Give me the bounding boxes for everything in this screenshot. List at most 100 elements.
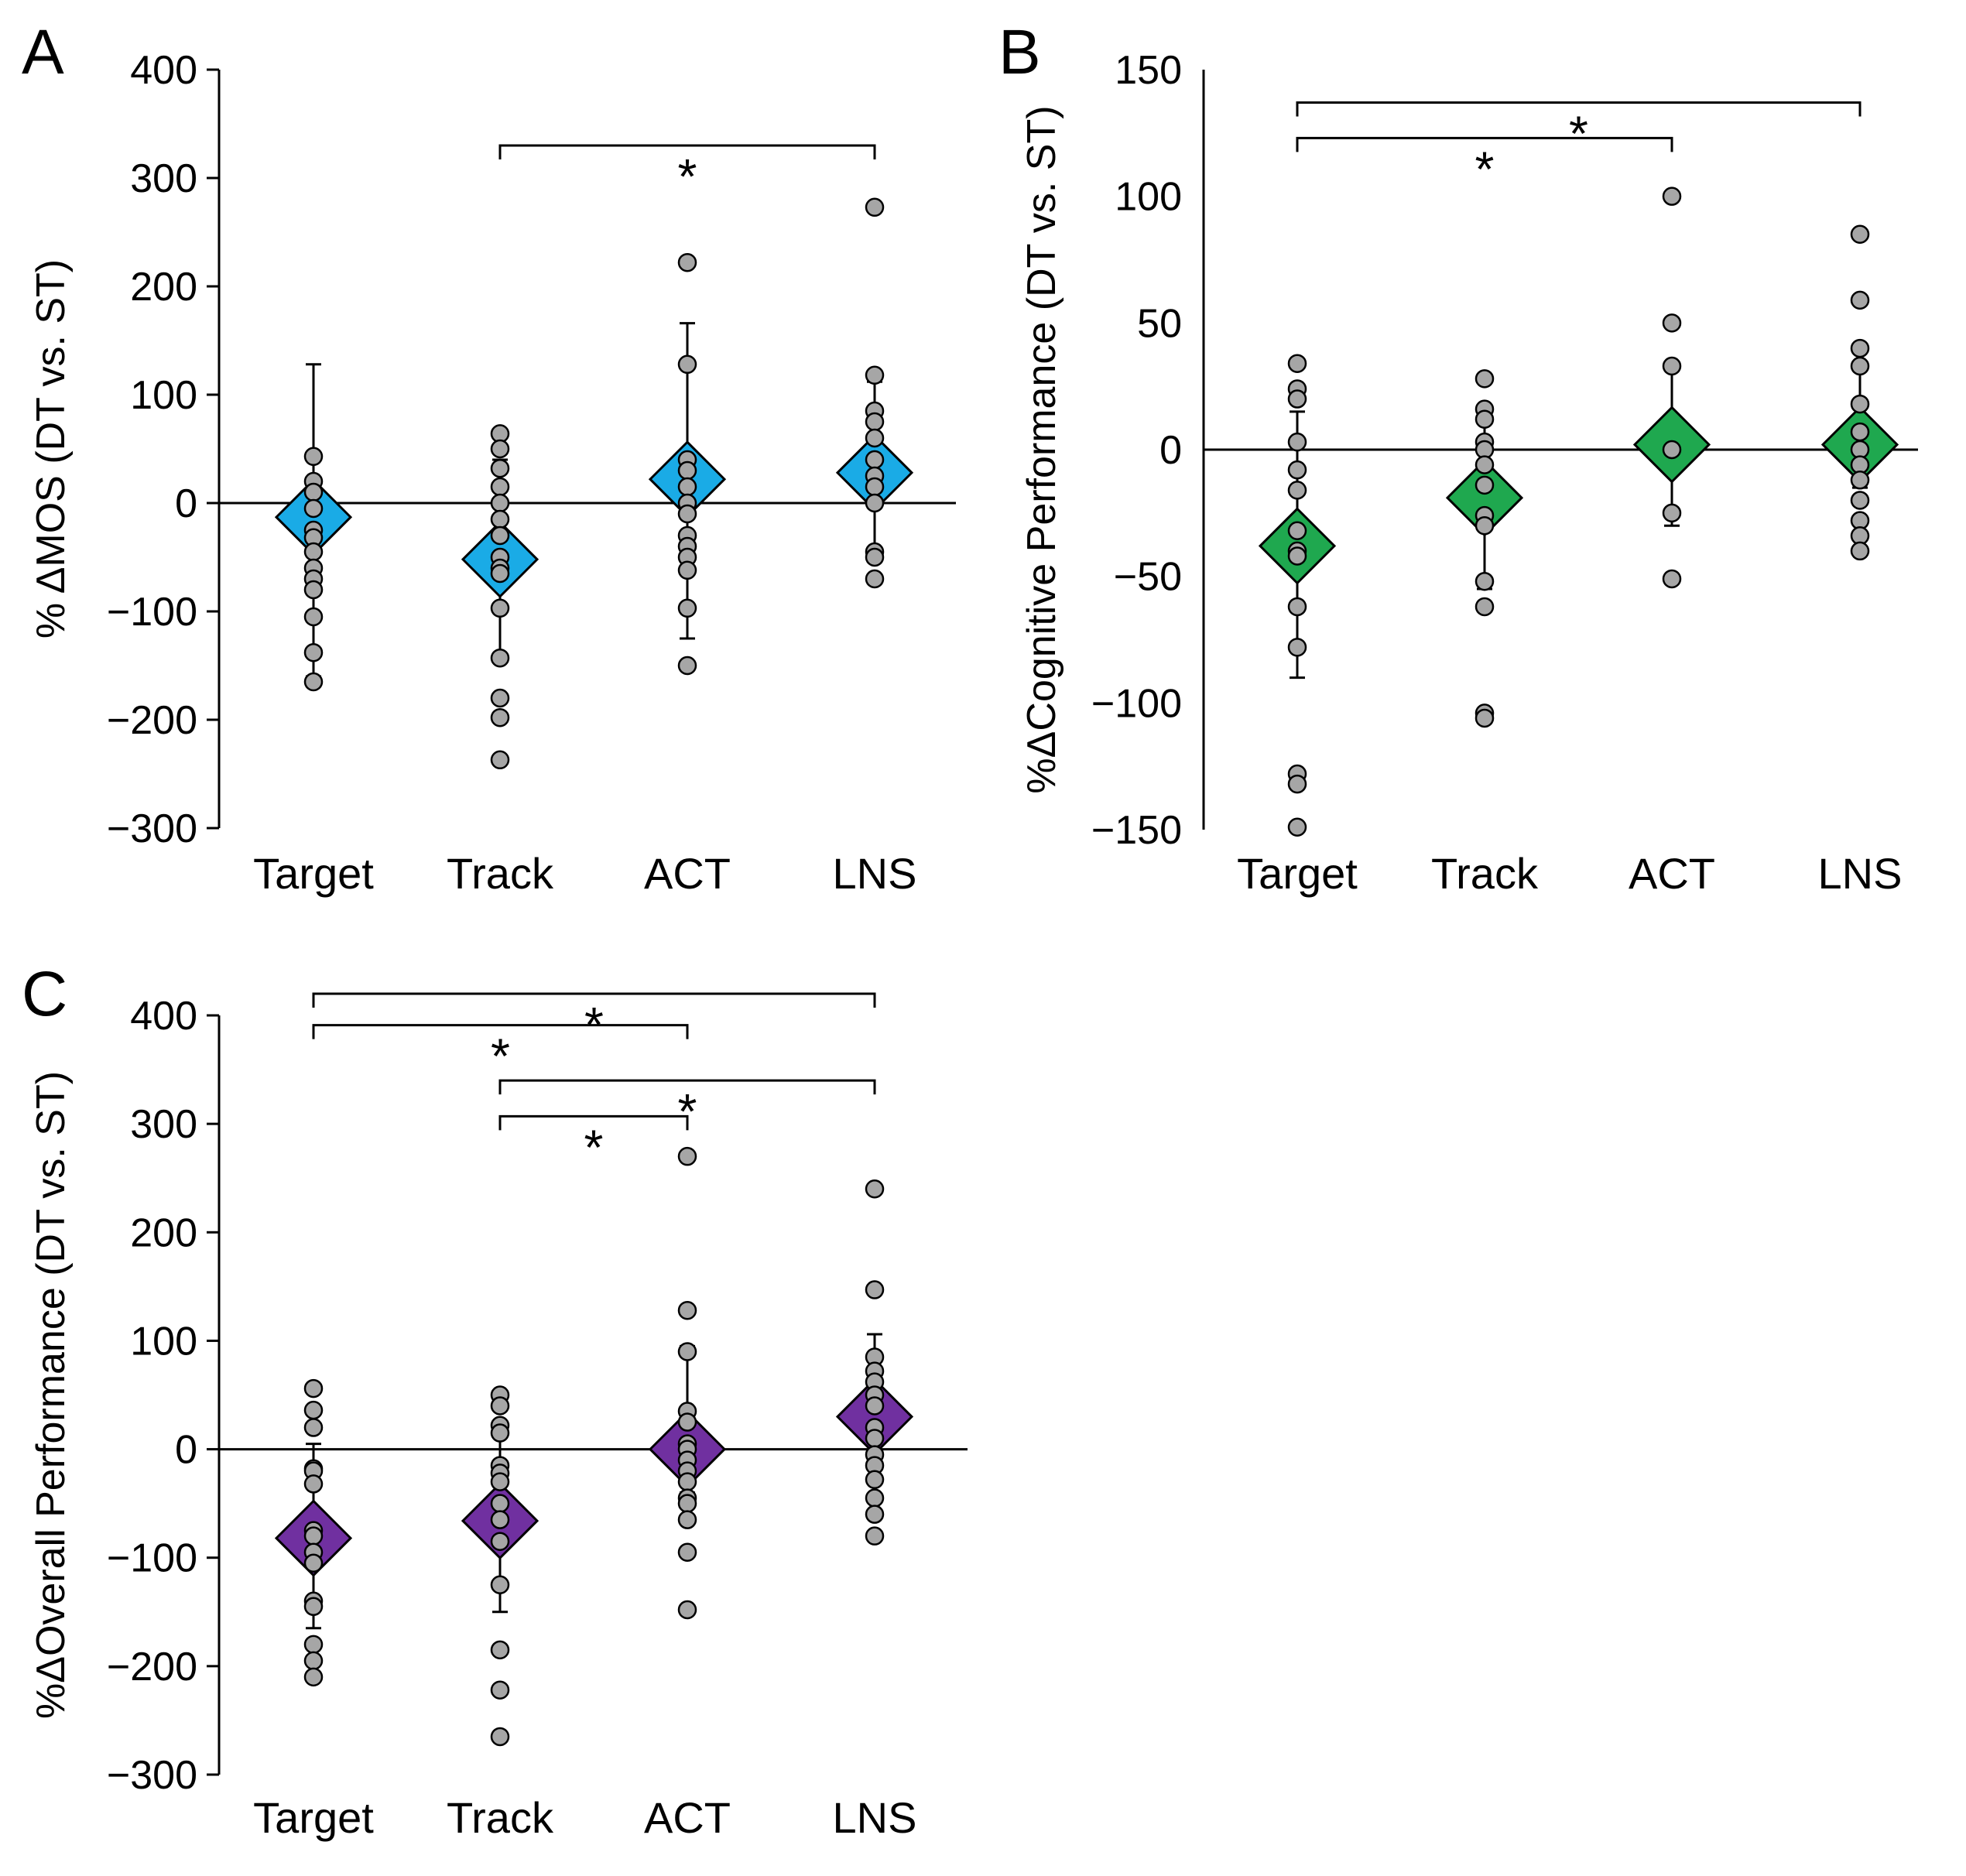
data-point bbox=[303, 1635, 324, 1655]
data-point bbox=[677, 354, 697, 375]
data-point bbox=[303, 447, 324, 467]
significance-bracket bbox=[312, 1024, 689, 1039]
data-point bbox=[1287, 638, 1307, 657]
data-point bbox=[490, 1423, 510, 1443]
y-tick-label: 300 bbox=[130, 1102, 197, 1147]
y-tick-label: 0 bbox=[1159, 428, 1182, 473]
y-axis-title: %ΔCognitive Performance (DT vs. ST) bbox=[1019, 105, 1064, 793]
data-point bbox=[303, 1400, 324, 1420]
data-point bbox=[1287, 521, 1307, 540]
significance-star: * bbox=[678, 1083, 697, 1139]
data-point bbox=[1850, 541, 1870, 561]
y-tick-label: 150 bbox=[1115, 48, 1182, 93]
data-point bbox=[1662, 187, 1682, 206]
data-point bbox=[1287, 389, 1307, 409]
chart-panel-b: B 150 100 50 0 −50 −100 −150 %ΔCognitive Perform… bbox=[998, 17, 1918, 898]
y-tick-label: −300 bbox=[107, 1753, 197, 1798]
data-point bbox=[1287, 354, 1307, 373]
data-point bbox=[490, 1472, 510, 1491]
data-point bbox=[677, 1472, 697, 1491]
data-point bbox=[865, 197, 885, 217]
significance-bracket bbox=[498, 1114, 689, 1131]
data-point bbox=[677, 1600, 697, 1620]
y-tick-label: −200 bbox=[107, 698, 197, 743]
data-point bbox=[1287, 481, 1307, 500]
data-point bbox=[490, 1494, 510, 1513]
x-category-label: Target bbox=[253, 849, 374, 898]
data-point bbox=[677, 1542, 697, 1562]
data-point bbox=[865, 1488, 885, 1508]
data-point bbox=[865, 569, 885, 589]
data-point bbox=[1850, 394, 1870, 414]
significance-star: * bbox=[584, 1119, 604, 1175]
panel-letter: A bbox=[22, 17, 64, 87]
data-point bbox=[1850, 422, 1870, 442]
data-point bbox=[490, 1680, 510, 1700]
data-point bbox=[1287, 817, 1307, 837]
data-point bbox=[865, 1280, 885, 1299]
data-point bbox=[865, 1396, 885, 1416]
y-tick-label: 100 bbox=[1115, 175, 1182, 220]
x-category-label: Target bbox=[253, 1793, 374, 1842]
x-category-label: ACT bbox=[644, 1793, 731, 1842]
significance-bracket bbox=[312, 992, 876, 1008]
significance-star: * bbox=[1569, 106, 1588, 162]
data-point bbox=[865, 450, 885, 470]
x-category-label: Target bbox=[1237, 849, 1358, 898]
data-point bbox=[1662, 503, 1682, 523]
data-point bbox=[490, 509, 510, 529]
data-point bbox=[865, 547, 885, 567]
data-point bbox=[1662, 569, 1682, 589]
data-point bbox=[865, 1505, 885, 1524]
data-point bbox=[1850, 356, 1870, 376]
data-point bbox=[677, 1300, 697, 1320]
data-point bbox=[303, 607, 324, 627]
y-tick-label: −300 bbox=[107, 806, 197, 851]
data-point bbox=[490, 1575, 510, 1594]
data-point bbox=[490, 1532, 510, 1551]
data-point bbox=[677, 460, 697, 481]
data-point bbox=[1474, 708, 1495, 728]
y-tick-label: 100 bbox=[130, 1319, 197, 1364]
data-point bbox=[303, 542, 324, 562]
x-category-label: LNS bbox=[833, 849, 917, 898]
data-point bbox=[1287, 546, 1307, 566]
data-point bbox=[303, 1418, 324, 1437]
panel-letter: B bbox=[998, 17, 1041, 87]
data-point bbox=[1287, 432, 1307, 452]
data-point bbox=[490, 598, 510, 618]
significance-bracket bbox=[1296, 101, 1862, 117]
data-point bbox=[865, 493, 885, 513]
data-point bbox=[865, 428, 885, 448]
data-point bbox=[865, 1526, 885, 1546]
y-tick-label: 400 bbox=[130, 994, 197, 1039]
data-point bbox=[1287, 774, 1307, 794]
data-point bbox=[490, 458, 510, 478]
data-point bbox=[490, 1727, 510, 1747]
data-point bbox=[677, 656, 697, 676]
chart-panel-a: A 400 300 200 100 0 −100 −200 −300 % ΔMOS (DT vs.… bbox=[22, 17, 956, 898]
data-point bbox=[303, 498, 324, 519]
data-point bbox=[303, 1378, 324, 1398]
data-point bbox=[677, 1494, 697, 1513]
data-point bbox=[1662, 356, 1682, 376]
data-point bbox=[1474, 597, 1495, 617]
data-point bbox=[490, 688, 510, 708]
y-tick-label: 400 bbox=[130, 48, 197, 93]
significance-star: * bbox=[678, 149, 697, 204]
data-point bbox=[490, 648, 510, 668]
data-point bbox=[490, 477, 510, 497]
data-point bbox=[490, 1640, 510, 1660]
data-point bbox=[677, 1510, 697, 1529]
significance-bracket bbox=[1296, 136, 1673, 152]
y-tick-label: −100 bbox=[1091, 681, 1182, 726]
x-category-label: Track bbox=[447, 849, 554, 898]
x-category-label: ACT bbox=[1629, 849, 1715, 898]
data-point bbox=[1850, 338, 1870, 358]
data-point bbox=[1850, 471, 1870, 490]
data-point bbox=[1850, 290, 1870, 310]
y-tick-label: −100 bbox=[107, 590, 197, 635]
data-point bbox=[303, 642, 324, 662]
data-point bbox=[677, 1342, 697, 1361]
data-point bbox=[1662, 440, 1682, 460]
